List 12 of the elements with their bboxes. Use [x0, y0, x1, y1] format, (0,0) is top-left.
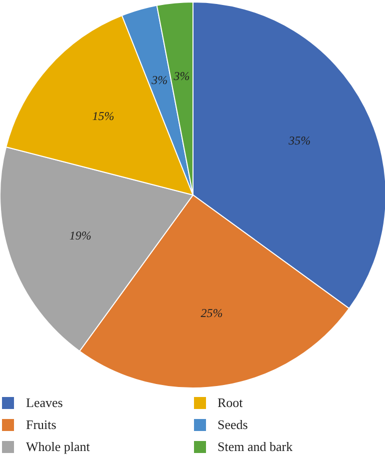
data-label: 3% — [172, 68, 190, 83]
legend-label: Stem and bark — [218, 439, 293, 455]
data-label: 25% — [200, 306, 223, 320]
legend-label: Leaves — [26, 395, 63, 411]
legend-label: Root — [218, 395, 243, 411]
legend-label: Seeds — [218, 417, 248, 433]
data-label: 35% — [288, 134, 311, 148]
data-label: 3% — [150, 73, 168, 88]
legend-label: Whole plant — [26, 439, 90, 455]
legend-label: Fruits — [26, 417, 56, 433]
data-label: 15% — [92, 108, 114, 123]
data-label: 19% — [69, 228, 92, 243]
